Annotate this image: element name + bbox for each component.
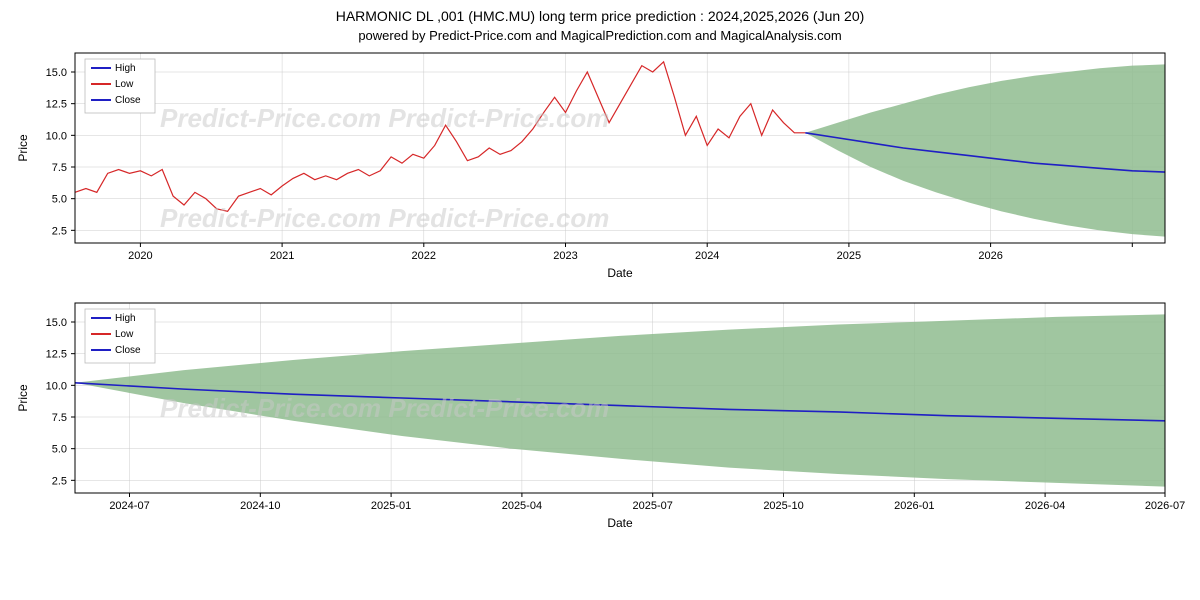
svg-text:2.5: 2.5 xyxy=(52,475,67,487)
svg-text:5.0: 5.0 xyxy=(52,194,67,206)
svg-text:2024-07: 2024-07 xyxy=(109,500,149,512)
svg-text:Low: Low xyxy=(115,79,134,90)
svg-text:Low: Low xyxy=(115,329,134,340)
subtitle: powered by Predict-Price.com and Magical… xyxy=(0,24,1200,43)
svg-text:2026-04: 2026-04 xyxy=(1025,500,1065,512)
svg-text:7.5: 7.5 xyxy=(52,412,67,424)
svg-text:2024: 2024 xyxy=(695,250,719,262)
svg-text:2024-10: 2024-10 xyxy=(240,500,280,512)
svg-text:2025-10: 2025-10 xyxy=(763,500,803,512)
svg-text:12.5: 12.5 xyxy=(46,99,67,111)
svg-text:12.5: 12.5 xyxy=(46,349,67,361)
chart-container: HARMONIC DL ,001 (HMC.MU) long term pric… xyxy=(0,0,1200,600)
svg-text:2026-07: 2026-07 xyxy=(1145,500,1185,512)
svg-text:5.0: 5.0 xyxy=(52,444,67,456)
chart2-wrapper: 2.5 5.0 7.5 10.0 12.5 15.0 2024-07 2024-10 2025-… xyxy=(0,293,1200,553)
svg-text:2021: 2021 xyxy=(270,250,294,262)
svg-text:2.5: 2.5 xyxy=(52,225,67,237)
svg-text:2026-01: 2026-01 xyxy=(894,500,934,512)
svg-text:Close: Close xyxy=(115,95,141,106)
svg-text:Close: Close xyxy=(115,345,141,356)
svg-text:Price: Price xyxy=(16,134,30,162)
svg-text:2023: 2023 xyxy=(553,250,577,262)
chart1-wrapper: 2.5 5.0 7.5 10.0 12.5 15.0 2020 2021 2022 2023 202… xyxy=(0,43,1200,293)
svg-text:2025: 2025 xyxy=(837,250,861,262)
svg-text:15.0: 15.0 xyxy=(46,67,67,79)
svg-text:Date: Date xyxy=(607,516,633,530)
svg-text:15.0: 15.0 xyxy=(46,317,67,329)
svg-text:2026: 2026 xyxy=(978,250,1002,262)
svg-text:10.0: 10.0 xyxy=(46,380,67,392)
chart1-svg: 2.5 5.0 7.5 10.0 12.5 15.0 2020 2021 2022 2023 202… xyxy=(0,43,1200,293)
main-title: HARMONIC DL ,001 (HMC.MU) long term pric… xyxy=(0,0,1200,24)
svg-text:2025-04: 2025-04 xyxy=(502,500,542,512)
svg-text:2022: 2022 xyxy=(412,250,436,262)
svg-text:7.5: 7.5 xyxy=(52,162,67,174)
svg-text:2020: 2020 xyxy=(128,250,152,262)
svg-text:10.0: 10.0 xyxy=(46,130,67,142)
chart2-svg: 2.5 5.0 7.5 10.0 12.5 15.0 2024-07 2024-10 2025-… xyxy=(0,293,1200,553)
svg-text:High: High xyxy=(115,313,136,324)
svg-text:Price: Price xyxy=(16,384,30,412)
svg-text:2025-01: 2025-01 xyxy=(371,500,411,512)
svg-text:High: High xyxy=(115,63,136,74)
svg-text:2025-07: 2025-07 xyxy=(633,500,673,512)
svg-text:Date: Date xyxy=(607,266,633,280)
